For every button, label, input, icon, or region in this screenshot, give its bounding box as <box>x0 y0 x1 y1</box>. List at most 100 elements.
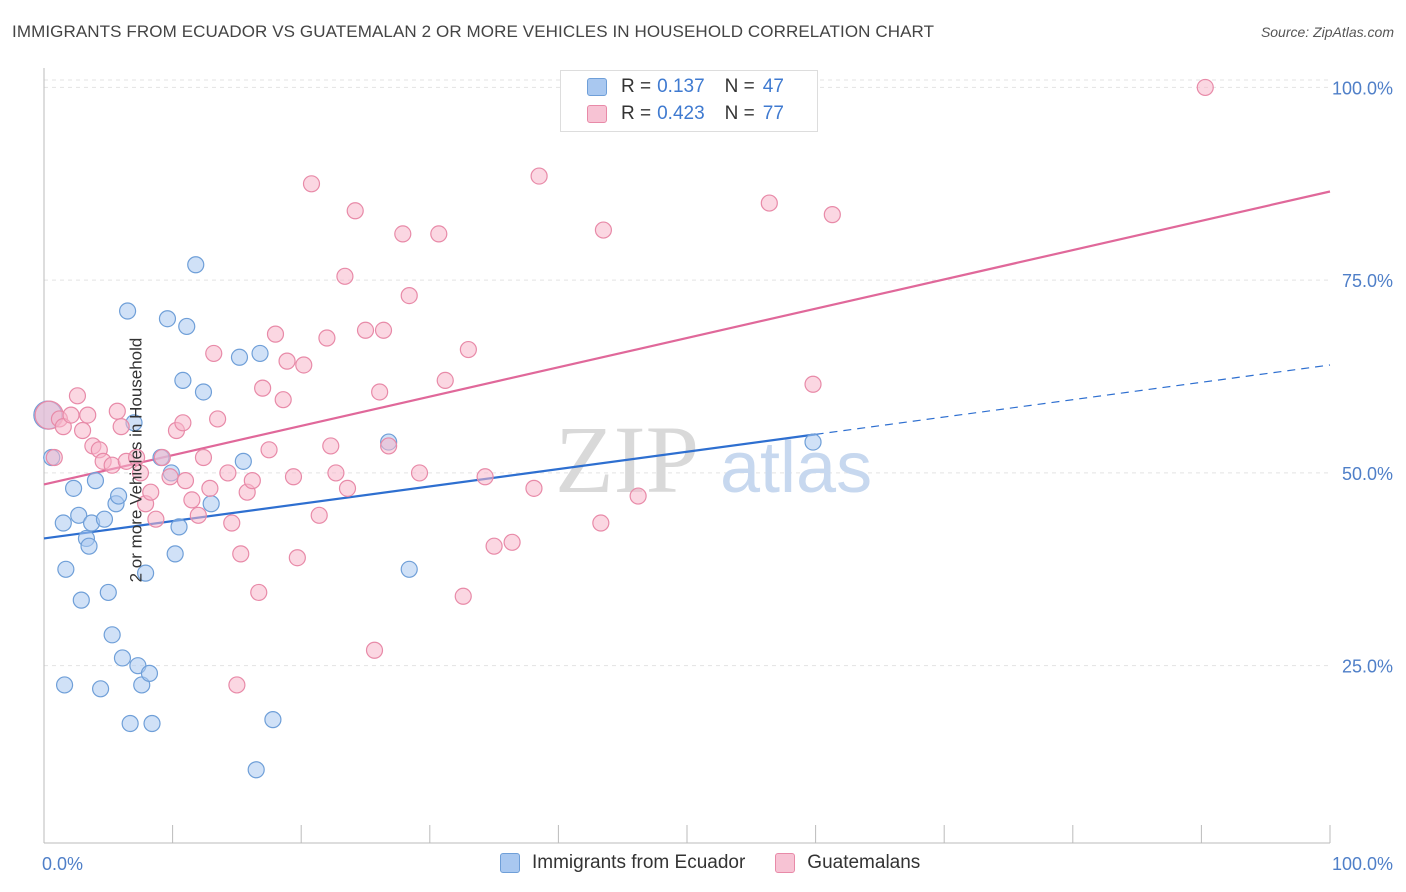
guatemalan-point <box>254 379 272 397</box>
legend-row-guatemalan: R = 0.423 N = 77 <box>587 102 784 126</box>
ecuador-point <box>143 714 161 733</box>
watermark: ZIP atlas <box>555 406 872 513</box>
guatemalan-point <box>189 506 207 524</box>
guatemalan-point <box>459 340 477 359</box>
ecuador-point <box>57 560 75 578</box>
ecuador-point <box>64 479 83 497</box>
guatemalan-point <box>288 549 306 567</box>
trendlines <box>43 190 1331 540</box>
ecuador-point <box>54 514 72 532</box>
legend: R = 0.137 N = 47 R = 0.423 N = 77 <box>560 70 818 132</box>
x-tick-label: 0.0% <box>42 854 83 874</box>
y-axis-label: 2 or more Vehicles in Household <box>126 337 146 583</box>
guatemalan-point <box>209 410 227 428</box>
guatemalan-point <box>274 391 292 409</box>
grid-lines <box>44 79 1330 667</box>
bottom-legend-ecuador: Immigrants from Ecuador <box>500 852 745 874</box>
guatemalan-point <box>103 456 121 474</box>
bottom-legend: Immigrants from Ecuador Guatemalans <box>500 852 950 874</box>
bottom-legend-swatch-ecuador <box>500 853 520 873</box>
guatemalan-point <box>336 267 354 285</box>
trendline-guatemalan <box>43 190 1331 486</box>
ecuador-point <box>178 317 196 336</box>
guatemalan-point <box>525 479 543 497</box>
guatemalan-point <box>295 356 313 374</box>
guatemalan-point <box>147 510 165 528</box>
ecuador-point <box>86 472 105 490</box>
x-tick-label: 100.0% <box>1332 854 1393 874</box>
guatemalan-point <box>62 406 80 424</box>
guatemalan-point <box>430 225 448 243</box>
ecuador-point <box>113 649 132 667</box>
watermark-atlas: atlas <box>720 428 872 508</box>
guatemalan-point <box>485 537 503 555</box>
guatemalan-point <box>454 587 472 605</box>
bottom-legend-swatch-guatemalan <box>775 853 796 873</box>
legend-r-label: R = <box>621 103 652 124</box>
guatemalan-point <box>436 371 454 389</box>
guatemalan-point <box>142 483 160 501</box>
ecuador-point <box>174 371 192 389</box>
data-points <box>33 78 1214 779</box>
guatemalan-point <box>183 491 201 509</box>
guatemalan-point <box>760 194 778 212</box>
guatemalan-point <box>205 344 223 363</box>
source-note: Source: ZipAtlas.com <box>1260 24 1394 40</box>
bottom-legend-guatemalan: Guatemalans <box>775 852 920 874</box>
guatemalan-point <box>823 206 841 224</box>
legend-swatch-ecuador <box>587 78 607 96</box>
guatemalan-point <box>804 375 822 393</box>
guatemalan-point <box>243 472 261 490</box>
guatemalan-point <box>266 325 285 343</box>
guatemalan-point <box>219 464 237 482</box>
guatemalan-point <box>356 321 375 339</box>
y-tick-label: 100.0% <box>1332 78 1393 98</box>
guatemalan-point <box>476 468 494 486</box>
guatemalan-point <box>503 533 521 551</box>
guatemalan-point <box>318 329 336 347</box>
y-tick-labels: 25.0% 50.0% 75.0% 100.0% <box>1332 78 1393 676</box>
ecuador-point <box>70 506 88 524</box>
guatemalan-point <box>79 406 97 424</box>
guatemalan-point <box>365 641 384 659</box>
guatemalan-point <box>278 352 296 370</box>
guatemalan-point <box>228 676 246 694</box>
guatemalan-point <box>201 479 219 497</box>
guatemalan-point <box>400 286 418 305</box>
guatemalan-point <box>530 167 548 185</box>
ecuador-point <box>194 383 213 401</box>
ecuador-point <box>400 560 418 578</box>
guatemalan-point <box>322 437 340 455</box>
legend-row-ecuador: R = 0.137 N = 47 <box>587 75 784 99</box>
guatemalan-point <box>108 402 126 420</box>
ecuador-point <box>230 348 249 366</box>
legend-r-label: R = <box>621 76 652 97</box>
ecuador-point <box>109 487 128 505</box>
guatemalan-point <box>161 468 179 486</box>
trendline-ecuador-extension <box>815 364 1331 435</box>
trendline-ecuador <box>43 433 816 540</box>
bottom-legend-label-guatemalan: Guatemalans <box>807 852 921 873</box>
ecuador-point <box>187 256 205 274</box>
guatemalan-point <box>174 414 192 432</box>
guatemalan-point <box>380 437 398 455</box>
ecuador-point <box>95 510 114 528</box>
ecuador-point <box>158 310 177 328</box>
y-tick-label: 50.0% <box>1342 464 1393 484</box>
guatemalan-point <box>176 472 195 490</box>
guatemalan-point <box>68 387 87 405</box>
guatemalan-point <box>73 421 92 440</box>
guatemalan-point <box>394 225 412 243</box>
guatemalan-point <box>112 418 130 436</box>
ecuador-point <box>103 626 121 644</box>
ecuador-point <box>91 680 110 698</box>
guatemalan-point <box>260 441 278 459</box>
ecuador-point <box>247 761 265 779</box>
guatemalan-point <box>302 175 321 193</box>
guatemalan-point <box>594 221 613 239</box>
ecuador-point <box>80 537 98 555</box>
chart-title: IMMIGRANTS FROM ECUADOR VS GUATEMALAN 2 … <box>12 22 935 41</box>
ecuador-point <box>202 495 220 513</box>
legend-n-label: N = <box>724 103 755 124</box>
guatemalan-point <box>374 321 393 339</box>
